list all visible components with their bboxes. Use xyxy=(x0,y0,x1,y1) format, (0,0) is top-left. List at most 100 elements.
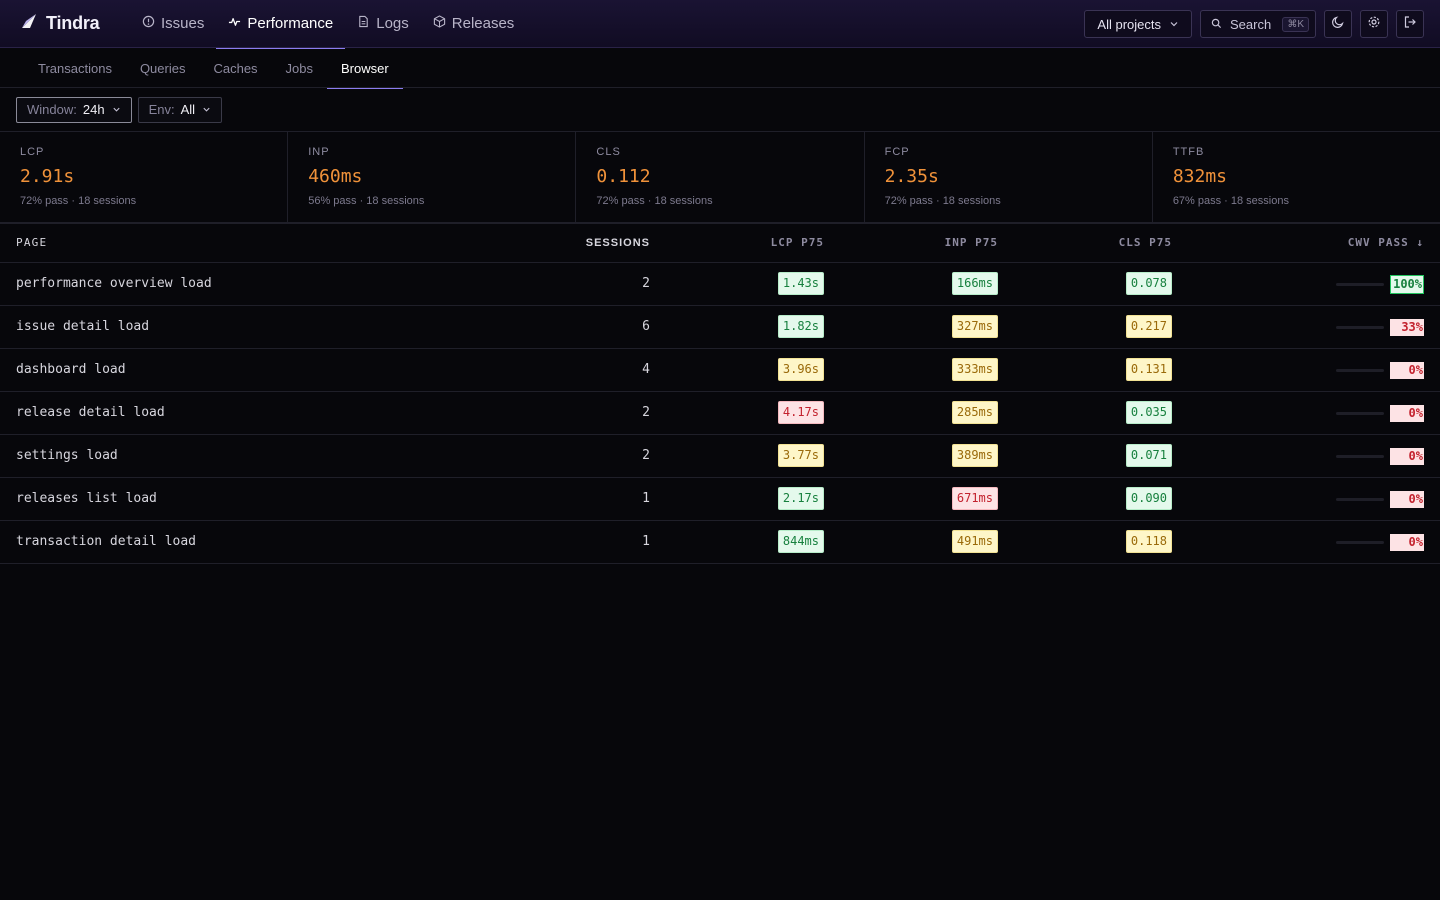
page-name: performance overview load xyxy=(16,276,212,291)
column-header-sessions[interactable]: SESSIONS xyxy=(430,224,650,263)
document-icon xyxy=(357,15,376,32)
cwv-pass-badge: 100% xyxy=(1390,274,1424,294)
cwv-pass-bar xyxy=(1336,326,1384,329)
inp-cell: 327ms xyxy=(824,305,998,349)
cwv-pass: 0% xyxy=(1336,405,1424,422)
cls-cell: 0.217 xyxy=(998,305,1172,349)
lcp-cell: 3.96s xyxy=(650,348,824,392)
nav-tab-issues[interactable]: Issues xyxy=(130,0,216,48)
alert-circle-icon xyxy=(142,15,161,32)
cwv-pass-bar xyxy=(1336,541,1384,544)
lcp-cell: 3.77s xyxy=(650,434,824,478)
lcp-cell: 844ms xyxy=(650,520,824,564)
nav-tab-logs[interactable]: Logs xyxy=(345,0,421,48)
inp-cell: 671ms xyxy=(824,477,998,521)
env-filter-key: Env: xyxy=(148,102,175,117)
brand[interactable]: Tindra xyxy=(0,12,126,35)
brand-name: Tindra xyxy=(46,13,100,33)
metric-label: FCP xyxy=(884,146,910,158)
metric-value: 2.91s xyxy=(20,166,75,187)
nav-tab-releases[interactable]: Releases xyxy=(421,0,527,48)
column-header-inp[interactable]: INP P75 xyxy=(824,224,998,263)
metric-value: 832ms xyxy=(1172,166,1227,187)
cwv-pass-badge: 0% xyxy=(1390,362,1424,379)
sessions-cell: 2 xyxy=(430,391,650,435)
table-row[interactable]: dashboard load 4 3.96s 333ms 0.131 0% xyxy=(0,348,1440,392)
cwv-pass: 0% xyxy=(1336,448,1424,465)
column-header-lcp[interactable]: LCP P75 xyxy=(650,224,824,263)
theme-toggle-button[interactable] xyxy=(1324,10,1352,38)
cls-badge: 0.090 xyxy=(1125,487,1172,510)
cwv-pass-bar xyxy=(1336,498,1384,501)
header-actions: All projects Search ⌘K xyxy=(1084,10,1424,38)
page-name: releases list load xyxy=(16,491,157,506)
cwv-pass-bar xyxy=(1336,282,1384,286)
nav-tab-label: Performance xyxy=(247,15,334,32)
cwv-pass-cell: 100% xyxy=(1172,262,1440,306)
metric-card-fcp: FCP 2.35s 72% pass · 18 sessions xyxy=(865,132,1153,222)
cls-badge: 0.217 xyxy=(1125,315,1172,338)
metric-value: 0.112 xyxy=(596,166,651,187)
sessions-count: 2 xyxy=(642,276,650,291)
page-name-cell[interactable]: issue detail load xyxy=(0,305,430,349)
inp-badge: 166ms xyxy=(951,272,998,295)
page-name: release detail load xyxy=(16,405,165,420)
table-row[interactable]: release detail load 2 4.17s 285ms 0.035 0% xyxy=(0,391,1440,435)
cls-badge: 0.118 xyxy=(1125,530,1172,553)
search-icon xyxy=(1211,17,1230,32)
page-name-cell[interactable]: dashboard load xyxy=(0,348,430,392)
cwv-pass-bar xyxy=(1336,412,1384,415)
table-row[interactable]: releases list load 1 2.17s 671ms 0.090 0% xyxy=(0,477,1440,521)
tab-caches[interactable]: Caches xyxy=(213,60,258,76)
gear-icon xyxy=(1367,15,1381,34)
inp-cell: 166ms xyxy=(824,262,998,306)
lcp-badge: 3.96s xyxy=(777,358,824,381)
project-select[interactable]: All projects xyxy=(1084,10,1192,38)
nav-tab-label: Logs xyxy=(376,15,409,32)
column-header-page[interactable]: PAGE xyxy=(0,224,430,263)
main-nav: Issues Performance Logs Releases xyxy=(130,0,527,49)
cwv-pass: 0% xyxy=(1336,362,1424,379)
tab-jobs[interactable]: Jobs xyxy=(285,60,314,76)
table-header-row: PAGE SESSIONS LCP P75 INP P75 CLS P75 CW… xyxy=(0,224,1440,263)
page-name-cell[interactable]: performance overview load xyxy=(0,262,430,306)
metric-label: TTFB xyxy=(1172,146,1205,158)
chevron-down-icon xyxy=(105,102,121,117)
settings-button[interactable] xyxy=(1360,10,1388,38)
window-filter[interactable]: Window: 24h xyxy=(16,96,132,123)
table-row[interactable]: settings load 2 3.77s 389ms 0.071 0% xyxy=(0,434,1440,478)
column-header-cwv-pass[interactable]: CWV PASS ↓ xyxy=(1172,224,1440,263)
metric-card-ttfb: TTFB 832ms 67% pass · 18 sessions xyxy=(1153,132,1440,222)
sessions-count: 6 xyxy=(642,319,650,334)
page-name-cell[interactable]: release detail load xyxy=(0,391,430,435)
lcp-badge: 844ms xyxy=(777,530,824,553)
search-button[interactable]: Search ⌘K xyxy=(1200,10,1316,38)
inp-cell: 285ms xyxy=(824,391,998,435)
table-row[interactable]: performance overview load 2 1.43s 166ms 0.07… xyxy=(0,262,1440,306)
metric-value: 2.35s xyxy=(884,166,939,187)
column-header-cls[interactable]: CLS P75 xyxy=(998,224,1172,263)
cwv-pass: 33% xyxy=(1336,319,1424,336)
page-name-cell[interactable]: transaction detail load xyxy=(0,520,430,564)
env-filter-value: All xyxy=(180,102,196,117)
table-row[interactable]: issue detail load 6 1.82s 327ms 0.217 33% xyxy=(0,305,1440,349)
table-row[interactable]: transaction detail load 1 844ms 491ms 0.118 0… xyxy=(0,520,1440,564)
nav-tab-performance[interactable]: Performance xyxy=(216,0,346,49)
metric-sub: 72% pass · 18 sessions xyxy=(20,195,137,207)
sessions-cell: 2 xyxy=(430,434,650,478)
logout-button[interactable] xyxy=(1396,10,1424,38)
page-name-cell[interactable]: settings load xyxy=(0,434,430,478)
search-shortcut: ⌘K xyxy=(1282,16,1309,32)
page-name: issue detail load xyxy=(16,319,150,334)
page-name-cell[interactable]: releases list load xyxy=(0,477,430,521)
env-filter[interactable]: Env: All xyxy=(137,96,223,123)
tab-transactions[interactable]: Transactions xyxy=(38,60,112,76)
inp-badge: 333ms xyxy=(951,358,998,381)
metric-card-lcp: LCP 2.91s 72% pass · 18 sessions xyxy=(0,132,289,222)
tab-queries[interactable]: Queries xyxy=(139,60,186,76)
tab-browser[interactable]: Browser xyxy=(327,48,403,89)
page-name: transaction detail load xyxy=(16,534,197,549)
cwv-pass-badge: 0% xyxy=(1390,405,1424,422)
inp-badge: 491ms xyxy=(951,530,998,553)
nav-tab-label: Issues xyxy=(161,15,205,32)
